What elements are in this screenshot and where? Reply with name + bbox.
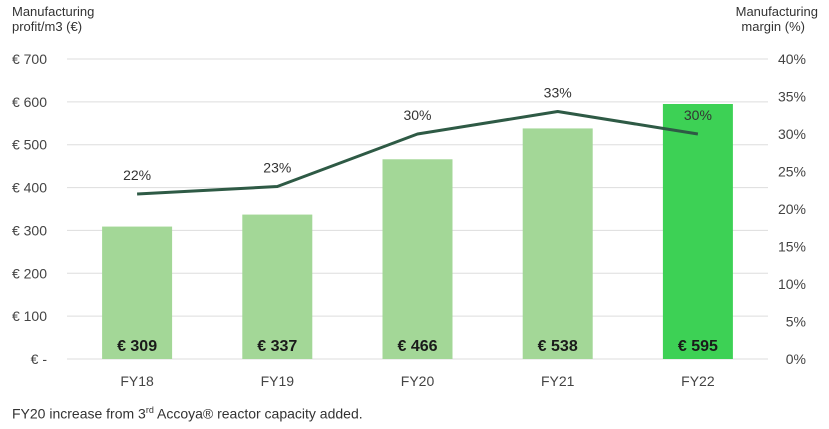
left-axis-title-line-1: Manufacturing <box>12 4 94 19</box>
margin-point-label: 22% <box>123 167 151 183</box>
left-tick-label: € 100 <box>12 308 47 324</box>
margin-line-path <box>137 110 699 196</box>
left-axis-ticks: € - € 100 € 200 € 300 € 400 € 500 € 600 € 700 <box>12 51 47 367</box>
right-axis-title-line-1: Manufacturing <box>736 4 818 19</box>
bar-FY21 <box>522 128 593 359</box>
footnote-text-start: FY20 increase from 3 <box>12 405 146 422</box>
right-tick-label: 20% <box>778 201 806 217</box>
right-tick-label: 30% <box>778 126 806 142</box>
bar-value-label: € 538 <box>538 338 578 355</box>
bar-FY18 <box>102 226 173 359</box>
margin-point-label: 30% <box>684 107 712 123</box>
left-tick-label: € 600 <box>12 94 47 110</box>
x-tick-label: FY19 <box>261 373 295 389</box>
bar-FY22 <box>662 104 733 359</box>
footnote: FY20 increase from 3rd Accoya® reactor c… <box>12 405 363 422</box>
bar-value-label: € 337 <box>257 338 297 355</box>
margin-line: 22% 23% 30% 33% 30% <box>123 85 712 196</box>
left-tick-label: € 500 <box>12 137 47 153</box>
combo-chart: € 309 € 337 € 466 € 538 € 595 22% 23% 30% 33% 30… <box>12 4 818 389</box>
bar-value-label: € 595 <box>678 338 718 355</box>
right-tick-label: 35% <box>778 89 806 105</box>
bar-FY19 <box>242 214 313 359</box>
margin-point-label: 33% <box>544 85 572 101</box>
footnote-superscript: rd <box>145 405 154 415</box>
right-tick-label: 10% <box>778 276 806 292</box>
right-tick-label: 0% <box>786 351 806 367</box>
x-tick-label: FY20 <box>401 373 435 389</box>
margin-point-label: 23% <box>263 160 291 176</box>
left-tick-label: € 200 <box>12 265 47 281</box>
bar-value-label: € 309 <box>117 338 157 355</box>
right-tick-label: 15% <box>778 239 806 255</box>
margin-point-label: 30% <box>403 107 431 123</box>
bar-value-label: € 466 <box>397 338 437 355</box>
left-tick-label: € - <box>31 351 48 367</box>
right-tick-label: 40% <box>778 51 806 67</box>
left-axis-title-line-2: profit/m3 (€) <box>12 19 82 34</box>
bar-FY20 <box>382 159 453 359</box>
left-tick-label: € 700 <box>12 51 47 67</box>
right-axis-title-line-2: margin (%) <box>741 19 805 34</box>
footnote-text-end: Accoya® reactor capacity added. <box>153 405 363 422</box>
x-tick-label: FY18 <box>120 373 154 389</box>
left-tick-label: € 300 <box>12 222 47 238</box>
x-axis-ticks: FY18 FY19 FY20 FY21 FY22 <box>120 373 714 389</box>
right-axis-ticks: 0% 5% 10% 15% 20% 25% 30% 35% 40% <box>778 51 806 367</box>
right-tick-label: 25% <box>778 164 806 180</box>
x-tick-label: FY22 <box>681 373 715 389</box>
bars: € 309 € 337 € 466 € 538 € 595 <box>102 104 733 359</box>
left-tick-label: € 400 <box>12 180 47 196</box>
right-tick-label: 5% <box>786 314 806 330</box>
x-tick-label: FY21 <box>541 373 575 389</box>
